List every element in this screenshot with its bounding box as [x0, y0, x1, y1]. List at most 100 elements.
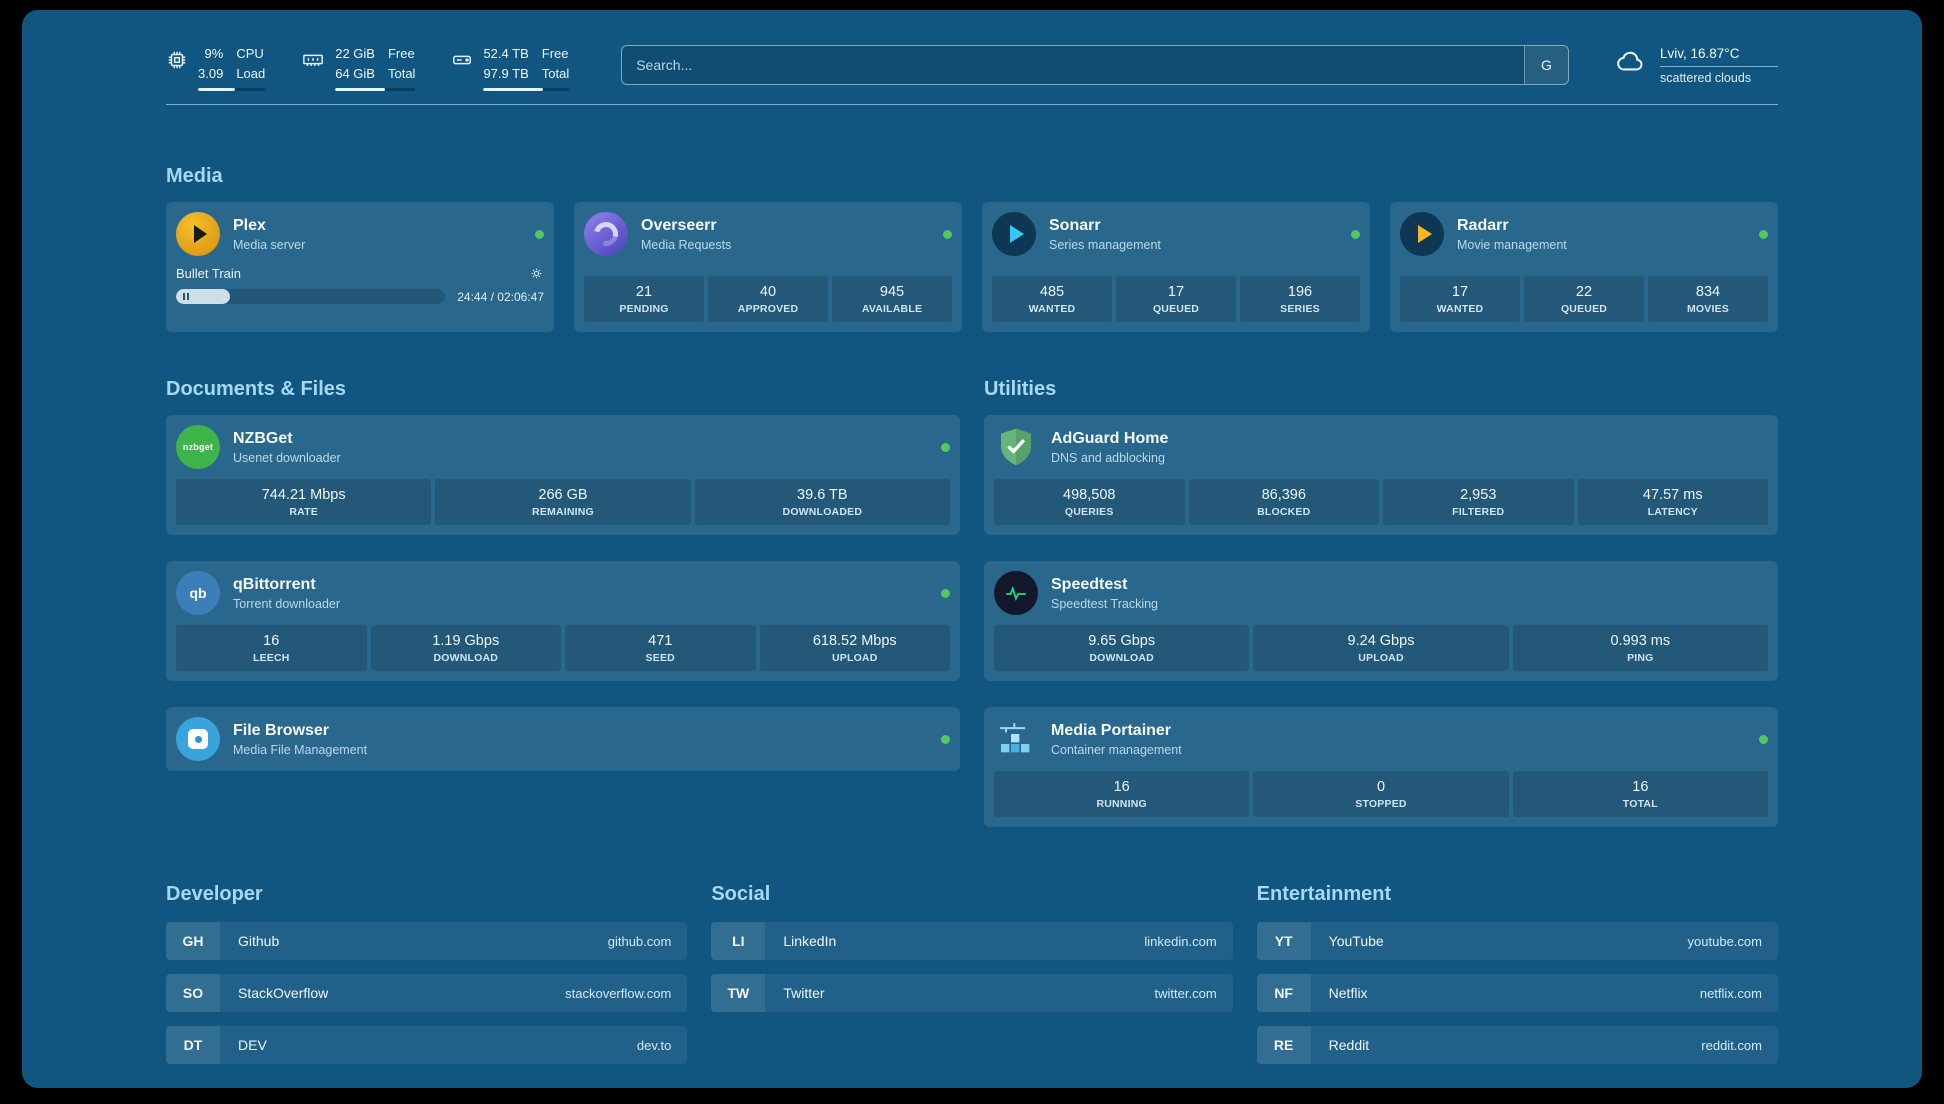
filebrowser-card[interactable]: File Browser Media File Management [166, 707, 960, 771]
bookmark-stackoverflow[interactable]: SO StackOverflow stackoverflow.com [166, 974, 688, 1012]
stat-tile: 196 SERIES [1240, 276, 1360, 322]
social-bookmarks: Social LI LinkedIn linkedin.com TW Twitt… [711, 883, 1233, 1064]
bookmark-linkedin[interactable]: LI LinkedIn linkedin.com [711, 922, 1233, 960]
stat-tile: 17 WANTED [1400, 276, 1520, 322]
stat-tile: 471 SEED [565, 625, 756, 671]
service-stats: 16 RUNNING 0 STOPPED 16 TOTAL [994, 761, 1768, 817]
bookmark-name: DEV [238, 1037, 267, 1053]
media-section-title: Media [166, 165, 223, 187]
developer-section-title: Developer [166, 883, 263, 905]
disk-icon [451, 49, 473, 76]
top-bar: 9% 3.09 CPU Load [166, 10, 1778, 91]
media-section: Media Plex Media server Bullet Train [166, 165, 1778, 332]
stat-tile: 485 WANTED [992, 276, 1112, 322]
disk-widget: 52.4 TB 97.9 TB Free Total [451, 44, 570, 91]
overseerr-card[interactable]: Overseerr Media Requests 21 PENDING 40 APP… [574, 202, 962, 332]
bookmark-url: youtube.com [1687, 933, 1762, 949]
sonarr-icon [992, 212, 1036, 256]
service-name: NZBGet [233, 429, 293, 447]
service-name: Media Portainer [1051, 721, 1172, 739]
stat-tile: 47.57 ms LATENCY [1577, 479, 1768, 525]
service-subtitle: Media Requests [641, 237, 732, 252]
search-engine-button[interactable]: G [1524, 46, 1568, 84]
bookmark-url: github.com [607, 933, 672, 949]
stat-tile: 40 APPROVED [708, 276, 828, 322]
bookmark-abbr: SO [166, 974, 220, 1012]
adguard-shield-icon [994, 425, 1038, 469]
playback-time: 24:44 / 02:06:47 [457, 289, 544, 304]
weather-widget: Lviv, 16.87°C scattered clouds [1615, 46, 1778, 85]
memory-free: 22 GiB [335, 46, 375, 61]
bookmark-abbr: NF [1256, 974, 1311, 1012]
service-subtitle: Usenet downloader [233, 450, 341, 465]
bookmark-twitter[interactable]: TW Twitter twitter.com [711, 974, 1233, 1012]
bookmark-name: Twitter [783, 985, 825, 1001]
speedtest-card[interactable]: Speedtest Speedtest Tracking 9.65 Gbps DO… [984, 561, 1778, 681]
system-widgets: 9% 3.09 CPU Load [166, 44, 570, 91]
stat-tile: 22 QUEUED [1524, 276, 1644, 322]
stat-tile: 945 AVAILABLE [832, 276, 952, 322]
service-name: qBittorrent [233, 575, 316, 593]
stat-tile: 21 PENDING [584, 276, 704, 322]
bookmark-abbr: TW [711, 974, 766, 1012]
pause-icon[interactable] [183, 293, 189, 300]
bookmark-name: LinkedIn [783, 933, 837, 949]
entertainment-section-title: Entertainment [1256, 883, 1392, 905]
header-divider [166, 104, 1778, 105]
disk-labels: Free Total [541, 46, 570, 81]
weather-text: Lviv, 16.87°C scattered clouds [1660, 46, 1778, 85]
media-grid: Plex Media server Bullet Train [166, 202, 1778, 332]
playback-progress-bar[interactable] [176, 289, 446, 304]
bookmark-netflix[interactable]: NF Netflix netflix.com [1256, 974, 1778, 1012]
service-name: Radarr [1457, 216, 1509, 234]
cpu-load-avg: 3.09 [198, 65, 224, 81]
stat-tile: 17 QUEUED [1116, 276, 1236, 322]
adguard-card[interactable]: AdGuard Home DNS and adblocking 498,508 Q… [984, 415, 1778, 535]
service-name: Overseerr [641, 216, 717, 234]
plex-card[interactable]: Plex Media server Bullet Train [166, 202, 554, 332]
social-section-title: Social [711, 883, 771, 905]
portainer-card[interactable]: Media Portainer Container management 16 R… [984, 707, 1778, 827]
stat-tile: 0 STOPPED [1253, 771, 1509, 817]
plex-icon [176, 212, 220, 256]
stat-tile: 16 LEECH [176, 625, 367, 671]
cpu-labels: CPU Load [236, 46, 266, 81]
status-dot [1759, 229, 1768, 239]
bookmark-url: reddit.com [1701, 1037, 1762, 1053]
cpu-values: 9% 3.09 [198, 44, 223, 83]
middle-columns: Documents & Files nzbget NZBGet Usenet d… [166, 378, 1778, 827]
stat-tile: 266 GB REMAINING [435, 479, 691, 525]
qbittorrent-card[interactable]: qb qBittorrent Torrent downloader 16 LEEC… [166, 561, 960, 681]
qbittorrent-icon: qb [176, 571, 220, 615]
bookmark-abbr: YT [1256, 922, 1311, 960]
gear-icon[interactable] [529, 266, 544, 281]
weather-location: Lviv, 16.87°C [1660, 46, 1740, 61]
bookmark-dev[interactable]: DT DEV dev.to [166, 1026, 688, 1064]
radarr-card[interactable]: Radarr Movie management 17 WANTED 22 QUEUE… [1390, 202, 1778, 332]
weather-divider [1660, 66, 1778, 67]
stat-tile: 16 RUNNING [994, 771, 1250, 817]
search-input[interactable] [622, 46, 1524, 84]
memory-labels: Free Total [387, 46, 416, 81]
service-subtitle: Container management [1051, 742, 1182, 757]
service-stats: 9.65 Gbps DOWNLOAD 9.24 Gbps UPLOAD 0.993 … [994, 615, 1768, 671]
stat-tile: 9.24 Gbps UPLOAD [1253, 625, 1509, 671]
nzbget-card[interactable]: nzbget NZBGet Usenet downloader 744.21 M… [166, 415, 960, 535]
disk-values: 52.4 TB 97.9 TB [483, 44, 528, 83]
bookmark-url: linkedin.com [1144, 933, 1217, 949]
bookmark-reddit[interactable]: RE Reddit reddit.com [1256, 1026, 1778, 1064]
bookmark-github[interactable]: GH Github github.com [166, 922, 688, 960]
overseerr-icon [584, 212, 628, 256]
service-stats: 17 WANTED 22 QUEUED 834 MOVIES [1400, 266, 1768, 322]
utilities-section: Utilities AdGuard Home DNS and adblockin… [984, 378, 1778, 827]
sonarr-card[interactable]: Sonarr Series management 485 WANTED 17 QUE… [982, 202, 1370, 332]
bookmark-youtube[interactable]: YT YouTube youtube.com [1256, 922, 1778, 960]
bookmark-abbr: DT [166, 1026, 220, 1064]
service-subtitle: Speedtest Tracking [1051, 596, 1159, 611]
speedtest-icon [994, 571, 1038, 615]
service-name: Speedtest [1051, 575, 1128, 593]
utilities-section-title: Utilities [984, 378, 1057, 400]
bookmark-name: Github [238, 933, 280, 949]
bookmark-name: Netflix [1328, 985, 1368, 1001]
stat-tile: 744.21 Mbps RATE [176, 479, 432, 525]
